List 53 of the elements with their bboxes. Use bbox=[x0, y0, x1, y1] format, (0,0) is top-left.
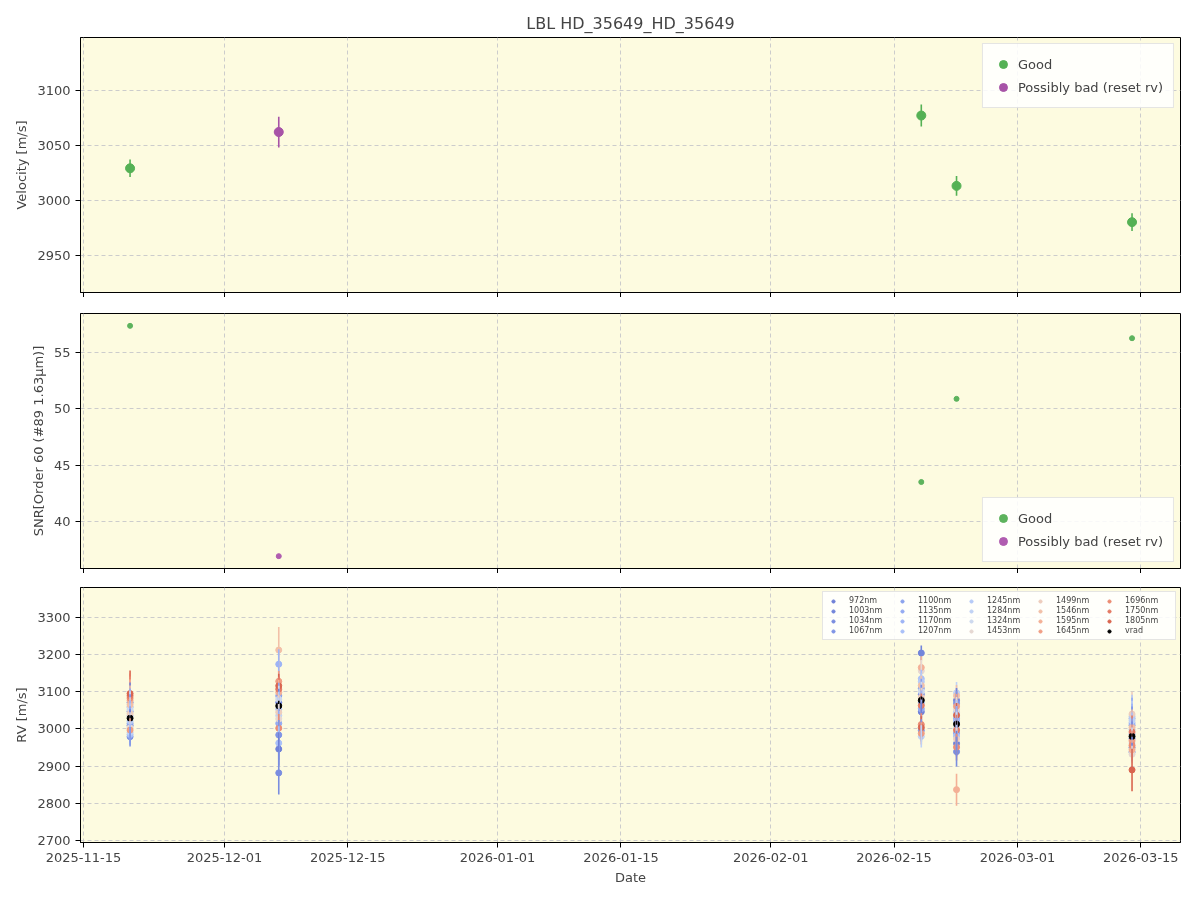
y-axis-title: Velocity [m/s] bbox=[14, 120, 30, 210]
y-tick-label: 3300 bbox=[37, 609, 71, 625]
legend-label: 1284nm bbox=[987, 606, 1022, 615]
legend-label: Possibly bad (reset rv) bbox=[1017, 533, 1163, 549]
legend-label: 1805nm bbox=[1125, 616, 1160, 625]
y-tick-label: 2950 bbox=[37, 247, 71, 263]
x-tick-label: 2025-12-01 bbox=[186, 849, 263, 865]
y-tick-label: 2700 bbox=[37, 833, 71, 849]
legend-label: 1003nm bbox=[849, 606, 884, 615]
legend-label: 1645nm bbox=[1056, 626, 1091, 635]
legend-label: 1170nm bbox=[918, 616, 953, 625]
y-tick-label: 2800 bbox=[37, 795, 71, 811]
legend-label: 1207nm bbox=[918, 626, 953, 635]
legend-label: Good bbox=[1017, 510, 1053, 526]
y-tick-label: 2900 bbox=[37, 758, 71, 774]
legend-label: 1324nm bbox=[987, 616, 1022, 625]
y-tick-label: 3000 bbox=[37, 721, 71, 737]
y-tick-label: 3100 bbox=[37, 82, 71, 98]
y-tick-label: 3200 bbox=[37, 647, 71, 663]
legend-label: 1100nm bbox=[918, 596, 953, 605]
y-tick-label: 45 bbox=[53, 457, 71, 473]
x-tick-label: 2025-11-15 bbox=[45, 849, 122, 865]
x-tick-label: 2026-01-01 bbox=[459, 849, 536, 865]
legend-label: 972nm bbox=[849, 596, 879, 605]
y-tick-label: 3100 bbox=[37, 684, 71, 700]
legend-label: Good bbox=[1017, 56, 1053, 72]
y-axis-title: RV [m/s] bbox=[14, 687, 30, 743]
x-tick-label: 2026-03-01 bbox=[979, 849, 1056, 865]
chart-title: LBL HD_35649_HD_35649 bbox=[526, 13, 735, 34]
legend-label: 1595nm bbox=[1056, 616, 1091, 625]
legend-label: 1499nm bbox=[1056, 596, 1091, 605]
legend-label: Possibly bad (reset rv) bbox=[1017, 79, 1163, 95]
legend-label: 1696nm bbox=[1125, 596, 1160, 605]
legend-label: 1067nm bbox=[849, 626, 884, 635]
y-tick-label: 3050 bbox=[37, 137, 71, 153]
legend-label: 1750nm bbox=[1125, 606, 1160, 615]
x-axis-title: Date bbox=[614, 869, 647, 885]
y-tick-label: 3000 bbox=[37, 192, 71, 208]
legend-label: 1245nm bbox=[987, 596, 1022, 605]
y-axis-title: SNR[Order 60 (#89 1.63μm)] bbox=[30, 345, 46, 537]
y-tick-label: 40 bbox=[53, 513, 71, 529]
x-tick-label: 2026-02-15 bbox=[856, 849, 932, 865]
legend-label: 1034nm bbox=[849, 616, 884, 625]
x-tick-label: 2026-02-01 bbox=[732, 849, 809, 865]
x-tick-label: 2025-12-15 bbox=[310, 849, 386, 865]
legend-label: 1453nm bbox=[987, 626, 1022, 635]
y-tick-label: 55 bbox=[53, 345, 71, 361]
y-tick-label: 50 bbox=[53, 401, 71, 417]
legend-label: vrad bbox=[1125, 626, 1144, 635]
legend-label: 1135nm bbox=[918, 606, 953, 615]
legend-label: 1546nm bbox=[1056, 606, 1091, 615]
x-tick-label: 2026-01-15 bbox=[583, 849, 659, 865]
x-tick-label: 2026-03-15 bbox=[1103, 849, 1179, 865]
